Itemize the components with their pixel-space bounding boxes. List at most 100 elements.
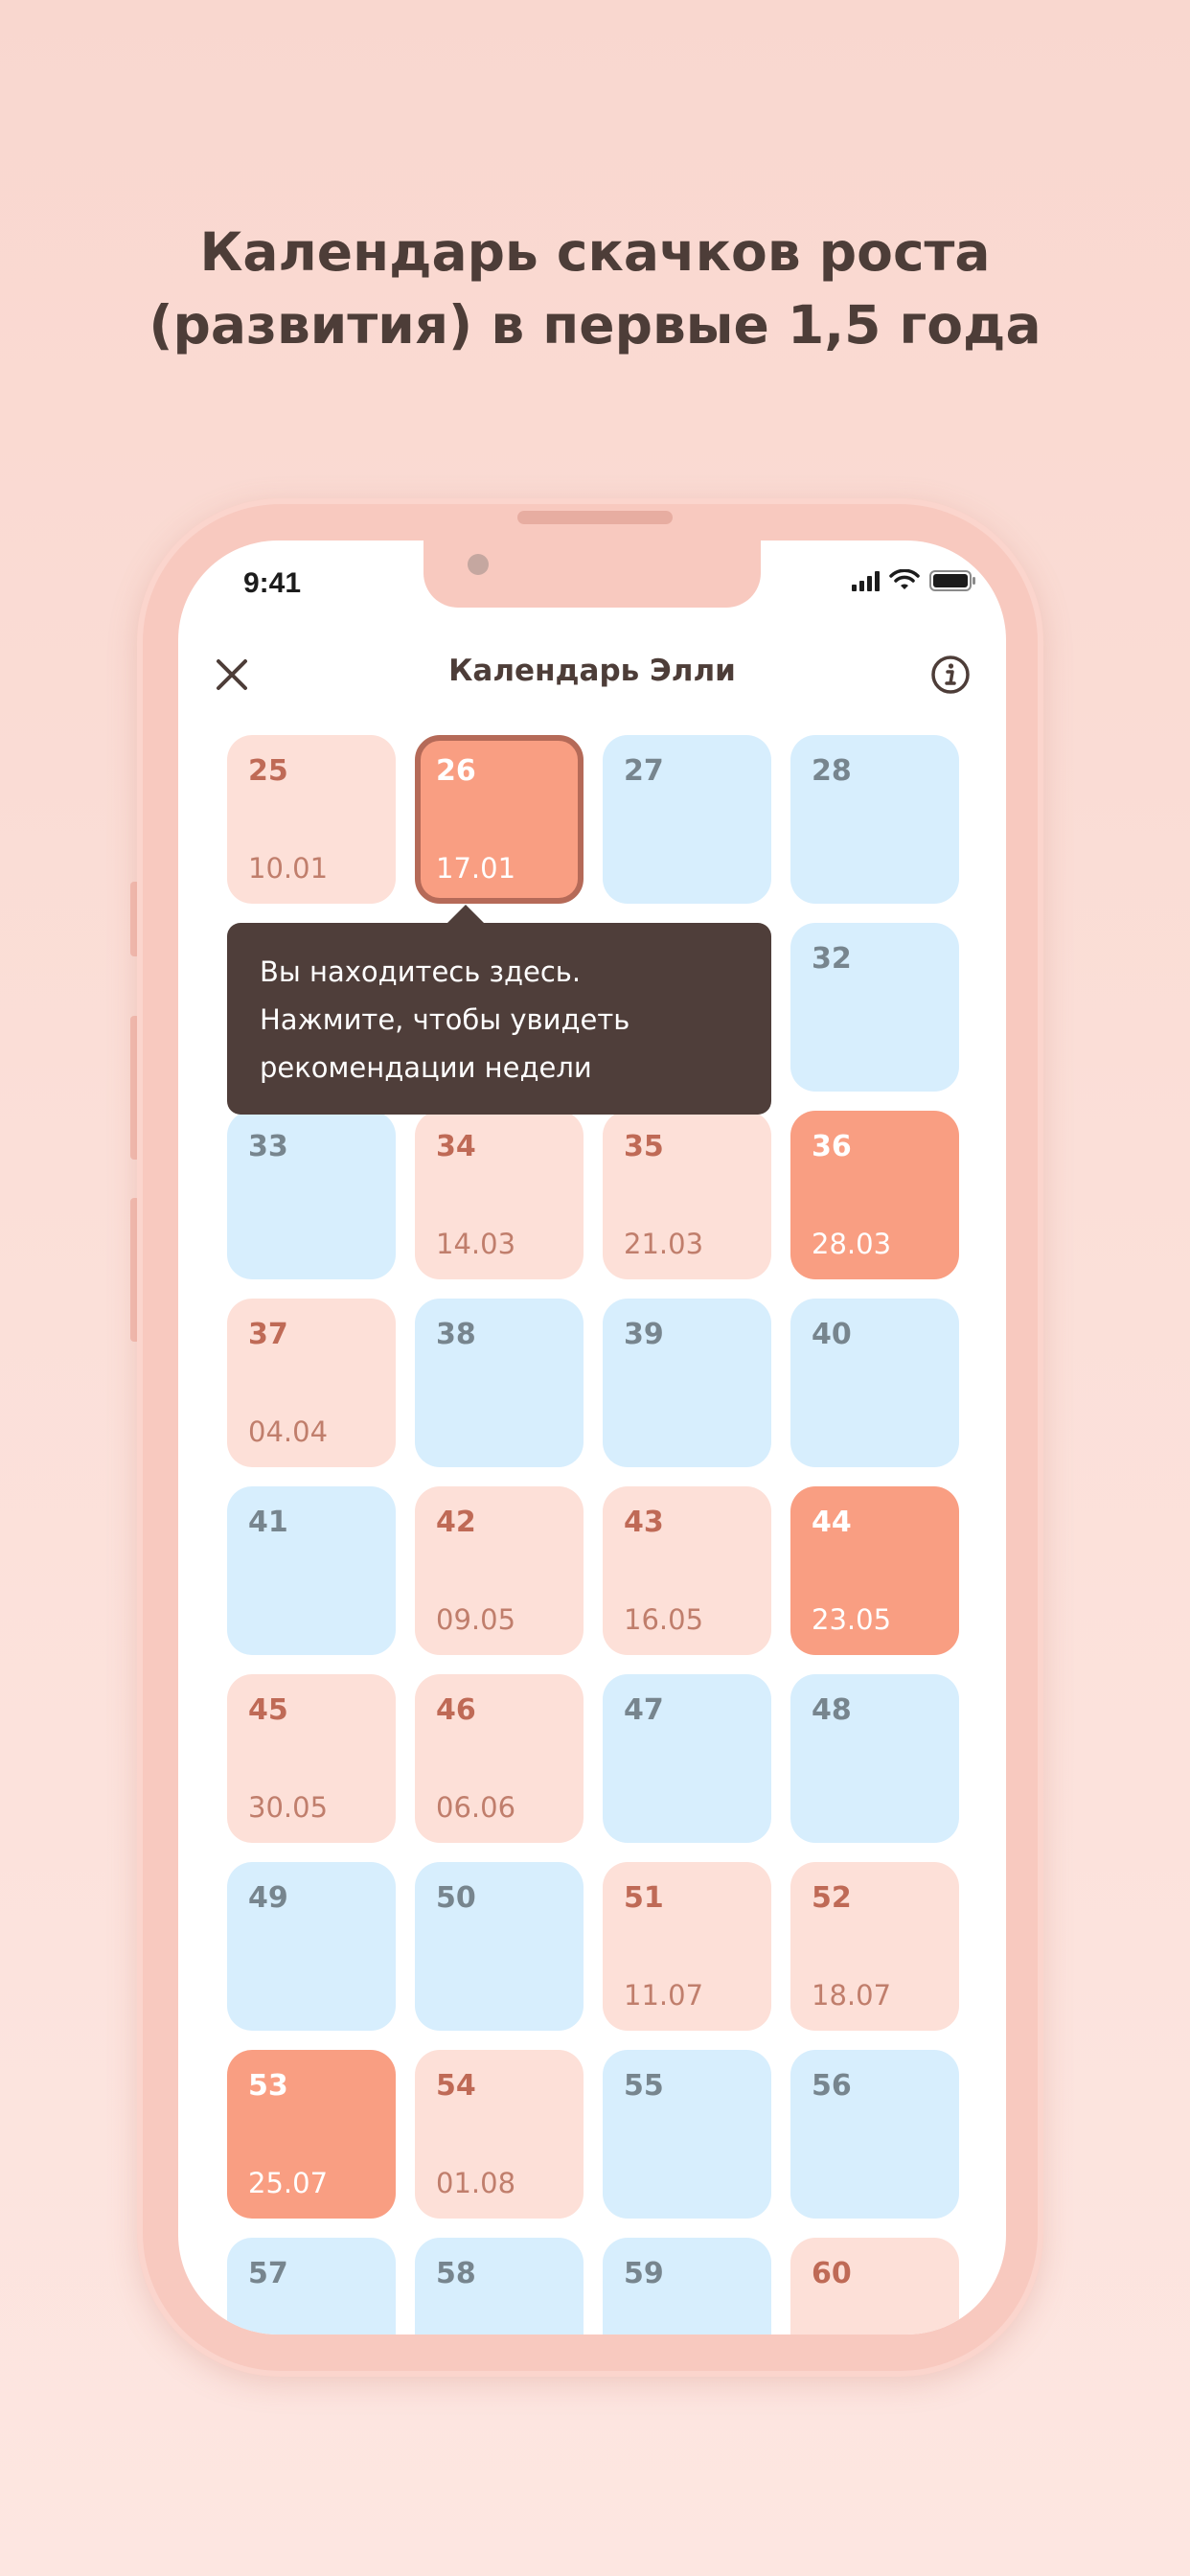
week-date: 01.08 [436, 2167, 516, 2199]
week-cell[interactable]: 46 06.06 [415, 1674, 584, 1843]
info-icon[interactable] [929, 654, 972, 696]
week-cell[interactable]: 58 [415, 2238, 584, 2334]
week-date: 30.05 [248, 1791, 329, 1824]
week-date: 06.06 [436, 1791, 516, 1824]
week-number: 60 [812, 2257, 852, 2290]
week-cell[interactable]: 47 [603, 1674, 771, 1843]
week-cell[interactable]: 25 10.01 [227, 735, 396, 904]
week-number: 44 [812, 1506, 852, 1539]
week-number: 39 [624, 1318, 664, 1351]
week-cell[interactable]: 56 [790, 2050, 959, 2219]
week-cell[interactable]: 51 11.07 [603, 1862, 771, 2031]
week-cell[interactable]: 32 [790, 923, 959, 1092]
week-number: 35 [624, 1130, 664, 1163]
tooltip-line-2: Нажмите, чтобы увидеть [260, 1003, 630, 1036]
week-cell[interactable]: 45 30.05 [227, 1674, 396, 1843]
week-cell[interactable]: 59 [603, 2238, 771, 2334]
week-cell[interactable]: 28 [790, 735, 959, 904]
week-cell[interactable]: 41 [227, 1486, 396, 1655]
nav-title: Календарь Элли [448, 654, 736, 688]
week-number: 43 [624, 1506, 664, 1539]
status-time: 9:41 [243, 567, 302, 599]
week-date: 28.03 [812, 1228, 892, 1260]
week-number: 56 [812, 2069, 852, 2103]
week-number: 37 [248, 1318, 288, 1351]
week-cell[interactable]: 55 [603, 2050, 771, 2219]
week-cell[interactable]: 53 25.07 [227, 2050, 396, 2219]
week-cell[interactable]: 43 16.05 [603, 1486, 771, 1655]
week-number: 53 [248, 2069, 288, 2103]
week-number: 48 [812, 1693, 852, 1727]
week-cell[interactable]: 37 04.04 [227, 1299, 396, 1467]
week-cell[interactable]: 50 [415, 1862, 584, 2031]
week-date: 16.05 [624, 1603, 704, 1636]
week-number: 25 [248, 754, 288, 788]
week-cell[interactable]: 49 [227, 1862, 396, 2031]
week-cell[interactable]: 35 21.03 [603, 1111, 771, 1279]
week-number: 55 [624, 2069, 664, 2103]
promo-headline: Календарь скачков роста (развития) в пер… [0, 216, 1190, 361]
week-number: 32 [812, 942, 852, 976]
week-number: 47 [624, 1693, 664, 1727]
week-cell[interactable]: 60 [790, 2238, 959, 2334]
week-cell[interactable]: 42 09.05 [415, 1486, 584, 1655]
phone-mute-switch [130, 882, 140, 956]
week-date: 21.03 [624, 1228, 704, 1260]
week-number: 57 [248, 2257, 288, 2290]
week-number: 26 [436, 754, 476, 788]
front-camera [468, 554, 489, 575]
tooltip-line-3: рекомендации недели [260, 1051, 592, 1084]
week-cell[interactable]: 39 [603, 1299, 771, 1467]
week-number: 49 [248, 1881, 288, 1915]
week-number: 59 [624, 2257, 664, 2290]
week-number: 40 [812, 1318, 852, 1351]
battery-icon [929, 570, 975, 591]
close-icon[interactable] [211, 654, 253, 696]
week-cell[interactable]: 48 [790, 1674, 959, 1843]
phone-volume-down [130, 1198, 140, 1342]
week-number: 50 [436, 1881, 476, 1915]
week-cell[interactable]: 33 [227, 1111, 396, 1279]
week-date: 14.03 [436, 1228, 516, 1260]
week-date: 17.01 [436, 852, 516, 885]
phone-volume-up [130, 1016, 140, 1160]
tooltip-arrow [446, 905, 485, 924]
week-number: 45 [248, 1693, 288, 1727]
week-number: 58 [436, 2257, 476, 2290]
phone-notch [423, 540, 761, 608]
week-number: 27 [624, 754, 664, 788]
week-number: 42 [436, 1506, 476, 1539]
phone-top-speaker [517, 511, 673, 524]
week-number: 33 [248, 1130, 288, 1163]
week-number: 28 [812, 754, 852, 788]
current-week-tooltip[interactable]: Вы находитесь здесь. Нажмите, чтобы увид… [227, 923, 771, 1115]
week-date: 04.04 [248, 1415, 329, 1448]
week-cell[interactable]: 52 18.07 [790, 1862, 959, 2031]
cellular-signal-icon [852, 570, 880, 591]
week-number: 52 [812, 1881, 852, 1915]
status-icons [852, 569, 977, 592]
week-cell[interactable]: 27 [603, 735, 771, 904]
week-cell[interactable]: 54 01.08 [415, 2050, 584, 2219]
week-cell[interactable]: 36 28.03 [790, 1111, 959, 1279]
week-date: 11.07 [624, 1979, 704, 2012]
week-date: 10.01 [248, 852, 329, 885]
tooltip-line-1: Вы находитесь здесь. [260, 955, 582, 988]
week-cell[interactable]: 34 14.03 [415, 1111, 584, 1279]
week-cell[interactable]: 57 [227, 2238, 396, 2334]
week-date: 25.07 [248, 2167, 329, 2199]
week-cell[interactable]: 44 23.05 [790, 1486, 959, 1655]
wifi-icon [889, 569, 920, 589]
week-cell-current[interactable]: 26 17.01 [415, 735, 584, 904]
week-number: 36 [812, 1130, 852, 1163]
navbar: Календарь Элли [178, 636, 1006, 713]
week-cell[interactable]: 38 [415, 1299, 584, 1467]
week-number: 51 [624, 1881, 664, 1915]
phone-screen: 9:41 Календарь Элли 25 10.01 26 17.01 27 28 32… [178, 540, 1006, 2334]
week-date: 23.05 [812, 1603, 892, 1636]
week-number: 54 [436, 2069, 476, 2103]
week-date: 09.05 [436, 1603, 516, 1636]
week-date: 18.07 [812, 1979, 892, 2012]
week-cell[interactable]: 40 [790, 1299, 959, 1467]
week-number: 38 [436, 1318, 476, 1351]
